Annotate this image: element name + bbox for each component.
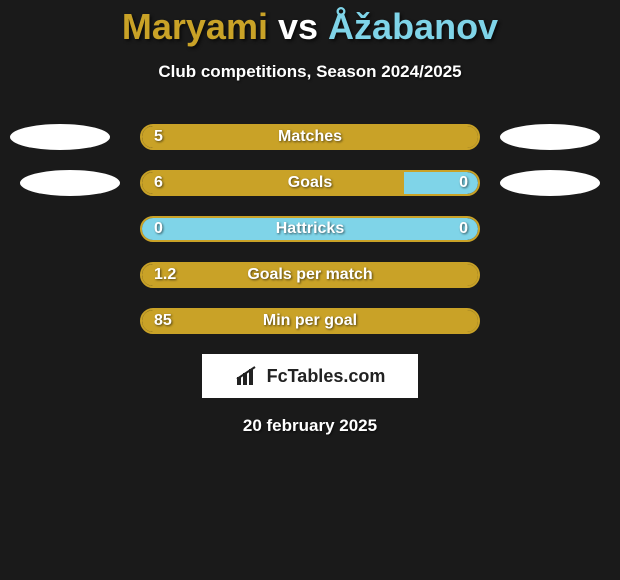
stats-rows: 5Matches 60Goals 00Hattricks 1.2Goals per m… (0, 124, 620, 334)
stat-row: 85Min per goal (0, 308, 620, 334)
comparison-title: Maryami vs Åžabanov (0, 0, 620, 48)
subtitle: Club competitions, Season 2024/2025 (0, 62, 620, 82)
stat-bar: 1.2Goals per match (140, 262, 480, 288)
stat-bar: 85Min per goal (140, 308, 480, 334)
stat-label: Matches (142, 126, 478, 148)
brand-box[interactable]: FcTables.com (202, 354, 418, 398)
player1-name: Maryami (122, 6, 268, 47)
player2-name: Åžabanov (328, 6, 498, 47)
ellipse-left (10, 124, 110, 150)
ellipse-right (500, 124, 600, 150)
stat-bar: 60Goals (140, 170, 480, 196)
ellipse-right (500, 170, 600, 196)
stat-label: Goals (142, 172, 478, 194)
stat-row: 5Matches (0, 124, 620, 150)
vs-text: vs (278, 6, 318, 47)
chart-icon (235, 365, 261, 387)
stat-bar: 5Matches (140, 124, 480, 150)
brand-text: FcTables.com (267, 366, 386, 387)
page-date: 20 february 2025 (0, 416, 620, 436)
stat-label: Goals per match (142, 264, 478, 286)
ellipse-left (20, 170, 120, 196)
stat-label: Min per goal (142, 310, 478, 332)
stat-row: 60Goals (0, 170, 620, 196)
stat-row: 1.2Goals per match (0, 262, 620, 288)
stat-bar: 00Hattricks (140, 216, 480, 242)
stat-row: 00Hattricks (0, 216, 620, 242)
stat-label: Hattricks (142, 218, 478, 240)
